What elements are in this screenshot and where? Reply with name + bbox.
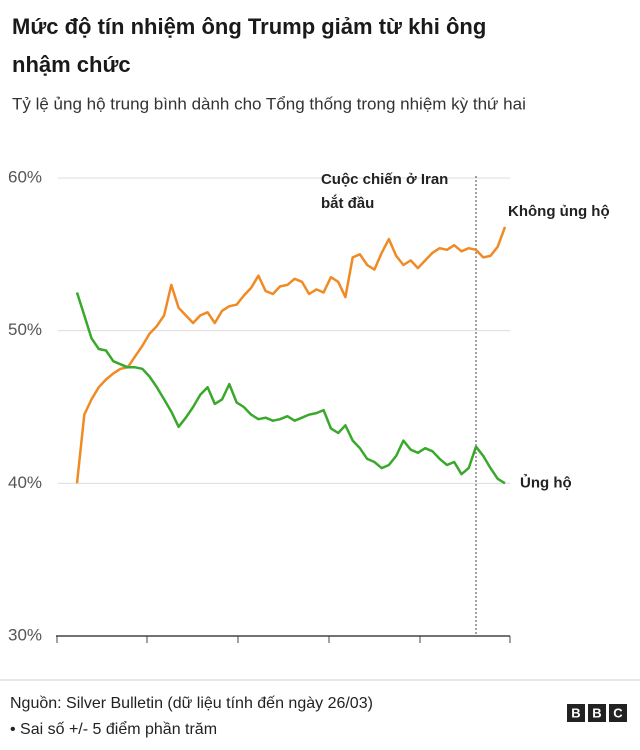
logo-letter: B	[592, 705, 601, 720]
series-line	[75, 226, 507, 484]
logo: B B C	[567, 704, 627, 722]
logo-letter: B	[571, 705, 580, 720]
x-axis	[56, 635, 511, 643]
chart-subtitle: Tỷ lệ ủng hộ trung bình dành cho Tổng th…	[12, 94, 526, 113]
y-tick-label: 30%	[8, 625, 42, 644]
chart-title: nhậm chức	[12, 52, 131, 77]
series-label: Ủng hộ	[520, 473, 572, 491]
logo-box	[567, 704, 585, 722]
logo-box	[609, 704, 627, 722]
note: • Sai số +/- 5 điểm phần trăm	[10, 720, 217, 738]
annotation-text: Cuộc chiến ở Iran	[321, 171, 448, 188]
y-tick-label: 50%	[8, 320, 42, 339]
y-tick-label: 60%	[8, 167, 42, 186]
annotation-text: bắt đầu	[321, 194, 374, 212]
series-line	[75, 292, 506, 485]
source: Nguồn: Silver Bulletin (dữ liệu tính đến…	[10, 695, 373, 712]
chart-title: Mức độ tín nhiệm ông Trump giảm từ khi ô…	[12, 14, 486, 39]
y-tick-label: 40%	[8, 473, 42, 492]
logo-box	[588, 704, 606, 722]
series-label: Không ủng hộ	[508, 203, 610, 220]
logo-letter: C	[613, 705, 623, 720]
